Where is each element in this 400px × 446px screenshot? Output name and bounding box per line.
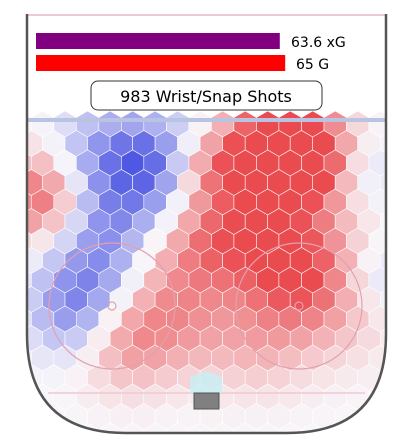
left-faceoff-circle	[48, 242, 176, 370]
heatmap-hex-cell	[143, 422, 167, 433]
xg-label: 63.6 xG	[291, 35, 346, 51]
heatmap-hex-cell	[256, 422, 280, 433]
goals-bar	[36, 55, 286, 71]
shot-count-label: 983 Wrist/Snap Shots	[120, 87, 292, 106]
left-faceoff-dot	[107, 301, 117, 311]
heatmap-hex-cell	[121, 422, 145, 433]
goal-net	[193, 392, 220, 410]
goal-crease	[190, 372, 222, 393]
xg-bar	[36, 33, 280, 49]
shot-count-box	[90, 80, 323, 111]
heatmap-hex-cell	[188, 422, 212, 433]
heatmap-hex-cell	[98, 422, 122, 433]
right-faceoff-dot	[294, 301, 304, 311]
heatmap-hex-cell	[211, 422, 235, 433]
rink-boards	[25, 14, 388, 435]
heatmap-hex-cell	[233, 422, 257, 433]
heatmap-cells	[27, 110, 386, 433]
goals-label: 65 G	[296, 57, 329, 73]
summary-panel: 63.6 xG 65 G 983 Wrist/Snap Shots	[36, 33, 346, 111]
blue-line	[27, 118, 386, 122]
heatmap-hex-cell	[166, 422, 190, 433]
rink-markings	[25, 14, 388, 435]
heatmap-hex-cell	[278, 422, 302, 433]
right-faceoff-circle	[235, 242, 363, 370]
